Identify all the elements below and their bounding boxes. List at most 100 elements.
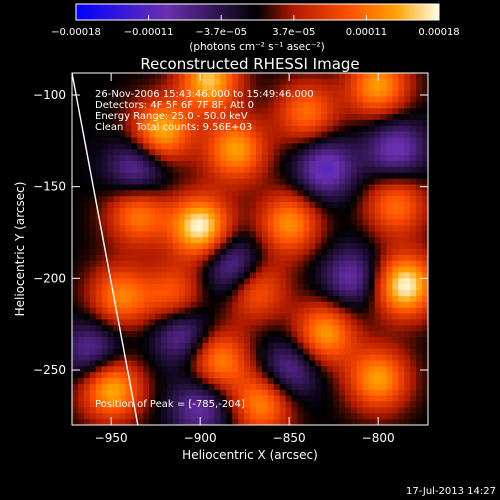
heatmap-cell: [285, 413, 293, 420]
heatmap-cell: [374, 225, 382, 232]
heatmap-cell: [238, 143, 245, 150]
heatmap-cell: [83, 237, 91, 244]
heatmap-cell: [368, 149, 376, 156]
heatmap-cell: [374, 161, 382, 168]
heatmap-cell: [131, 78, 138, 86]
heatmap-cell: [291, 372, 299, 379]
heatmap-cell: [279, 413, 287, 420]
heatmap-cell: [416, 96, 423, 103]
heatmap-cell: [161, 108, 168, 115]
heatmap-cell: [422, 190, 428, 197]
heatmap-cell: [356, 284, 364, 291]
heatmap-cell: [178, 407, 186, 414]
heatmap-cell: [161, 290, 168, 297]
heatmap-cell: [226, 295, 233, 303]
heatmap-cell: [333, 354, 340, 362]
heatmap-cell: [166, 172, 174, 180]
heatmap-cell: [356, 301, 364, 309]
heatmap-cell: [238, 295, 245, 303]
heatmap-cell: [255, 401, 263, 408]
heatmap-cell: [321, 143, 328, 150]
heatmap-cell: [172, 413, 180, 420]
heatmap-cell: [392, 272, 399, 279]
heatmap-cell: [107, 155, 115, 162]
heatmap-cell: [72, 331, 79, 338]
heatmap-cell: [321, 260, 328, 268]
heatmap-cell: [95, 137, 103, 144]
heatmap-cell: [255, 161, 263, 168]
heatmap-cell: [95, 272, 103, 279]
heatmap-cell: [250, 96, 257, 103]
heatmap-cell: [291, 114, 299, 121]
heatmap-cell: [244, 114, 251, 121]
heatmap-cell: [279, 325, 287, 332]
heatmap-cell: [267, 219, 275, 227]
heatmap-cell: [226, 207, 233, 215]
heatmap-cell: [267, 378, 275, 385]
heatmap-cell: [238, 360, 245, 367]
heatmap-cell: [178, 278, 186, 285]
heatmap-cell: [374, 266, 382, 274]
heatmap-cell: [422, 73, 428, 80]
heatmap-cell: [344, 219, 352, 227]
heatmap-cell: [374, 108, 382, 115]
heatmap-cell: [350, 419, 358, 425]
heatmap-cell: [368, 278, 376, 285]
heatmap-cell: [273, 119, 281, 127]
heatmap-cell: [291, 143, 299, 150]
annotation-time-range: 26-Nov-2006 15:43:46.000 to 15:49:46.000: [95, 89, 314, 100]
heatmap-cell: [398, 413, 405, 420]
heatmap-cell: [362, 319, 370, 326]
heatmap-cell: [190, 331, 198, 338]
heatmap-cell: [83, 348, 91, 356]
heatmap-cell: [404, 313, 411, 320]
heatmap-cell: [202, 395, 210, 403]
heatmap-cell: [333, 190, 340, 197]
heatmap-cell: [333, 219, 340, 227]
heatmap-cell: [149, 331, 156, 338]
heatmap-cell: [202, 295, 210, 303]
heatmap-cell: [327, 254, 334, 262]
heatmap-cell: [107, 114, 115, 121]
heatmap-cell: [291, 102, 299, 109]
heatmap-cell: [321, 383, 328, 391]
heatmap-cell: [291, 301, 299, 309]
heatmap-cell: [220, 119, 227, 127]
heatmap-cell: [125, 401, 132, 408]
heatmap-cell: [410, 78, 417, 86]
heatmap-cell: [261, 389, 269, 397]
heatmap-cell: [190, 342, 198, 350]
heatmap-cell: [279, 102, 287, 109]
heatmap-cell: [279, 331, 287, 338]
heatmap-cell: [77, 196, 85, 203]
heatmap-cell: [178, 413, 186, 420]
heatmap-cell: [107, 295, 115, 303]
heatmap-cell: [131, 313, 138, 320]
heatmap-cell: [137, 73, 144, 80]
heatmap-cell: [244, 149, 251, 156]
heatmap-cell: [398, 360, 405, 367]
heatmap-cell: [149, 354, 156, 362]
heatmap-cell: [83, 155, 91, 162]
heatmap-cell: [344, 401, 352, 408]
heatmap-cell: [416, 342, 423, 350]
heatmap-cell: [238, 96, 245, 103]
heatmap-cell: [368, 378, 376, 385]
heatmap-cell: [303, 260, 310, 268]
heatmap-cell: [267, 290, 275, 297]
heatmap-cell: [386, 108, 393, 115]
heatmap-cell: [250, 225, 257, 232]
heatmap-cell: [410, 184, 417, 191]
heatmap-cell: [202, 254, 210, 262]
heatmap-cell: [279, 407, 287, 414]
heatmap-cell: [119, 131, 126, 139]
heatmap-cell: [291, 290, 299, 297]
heatmap-cell: [178, 419, 186, 425]
heatmap-cell: [350, 266, 358, 274]
heatmap-cell: [291, 190, 299, 197]
heatmap-cell: [202, 301, 210, 309]
heatmap-cell: [250, 401, 257, 408]
heatmap-cell: [356, 231, 364, 238]
heatmap-cell: [190, 319, 198, 326]
heatmap-cell: [166, 319, 174, 326]
